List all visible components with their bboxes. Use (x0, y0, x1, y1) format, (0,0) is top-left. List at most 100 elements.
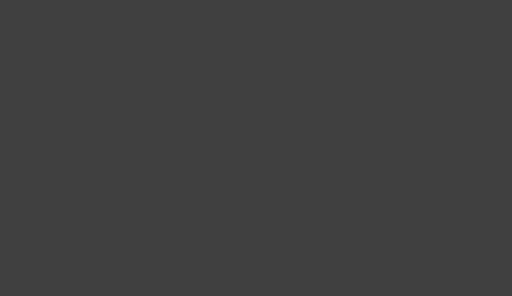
Bar (63, 3, 198, 37)
Text: 5.3: 5.3 (423, 278, 442, 288)
Text: 10.0: 10.0 (419, 239, 446, 249)
Bar (198, 118, 359, 137)
Text: 9.4: 9.4 (87, 161, 106, 171)
Bar (63, 157, 131, 176)
Text: 12.5: 12.5 (83, 123, 111, 132)
Bar (359, 98, 507, 118)
Text: 12.1: 12.1 (83, 259, 111, 269)
Bar (359, 176, 507, 196)
Text: 15.4: 15.4 (151, 161, 178, 171)
Bar (5, 234, 63, 254)
Text: 16.6: 16.6 (419, 200, 447, 210)
Text: Jun: Jun (25, 161, 42, 171)
Text: 8.4: 8.4 (87, 200, 106, 210)
Text: Mean Temperature: Mean Temperature (16, 15, 131, 25)
Text: 14.6: 14.6 (151, 181, 178, 191)
Bar (198, 234, 359, 254)
Text: Mean Number of: Mean Number of (387, 10, 478, 20)
Text: 14.9: 14.9 (265, 64, 292, 74)
Bar (63, 234, 131, 254)
Bar (5, 137, 63, 157)
Text: 3.6: 3.6 (423, 64, 443, 74)
Text: Aug: Aug (23, 200, 45, 210)
Text: 5.0: 5.0 (423, 103, 442, 113)
Bar (5, 59, 63, 79)
Bar (63, 98, 131, 118)
Bar (131, 118, 198, 137)
Text: Nov: Nov (24, 259, 45, 269)
Bar (63, 79, 131, 98)
Bar (359, 79, 507, 98)
Bar (63, 137, 131, 157)
Bar (359, 118, 507, 137)
Bar (131, 37, 198, 59)
Bar (5, 3, 63, 37)
Text: 17.1: 17.1 (265, 83, 292, 94)
Bar (131, 157, 198, 176)
Text: 22.1: 22.1 (151, 103, 178, 113)
Bar (198, 98, 359, 118)
Bar (5, 254, 63, 274)
Text: 6.6: 6.6 (423, 259, 443, 269)
Bar (359, 3, 507, 37)
Text: Month: Month (15, 15, 53, 25)
Bar (359, 196, 507, 215)
Text: 9.2: 9.2 (87, 220, 106, 230)
Text: 8.7: 8.7 (423, 123, 443, 132)
Text: 37.1: 37.1 (265, 239, 292, 249)
Bar (63, 274, 131, 293)
Bar (131, 215, 198, 234)
Bar (5, 118, 63, 137)
Bar (5, 98, 63, 118)
Text: 47.3: 47.3 (265, 220, 292, 230)
Bar (5, 215, 63, 234)
Text: Sep: Sep (24, 220, 45, 230)
Bar (198, 215, 359, 234)
Bar (198, 59, 359, 79)
Bar (63, 196, 131, 215)
Bar (198, 3, 359, 37)
Text: 14.4: 14.4 (83, 103, 111, 113)
Bar (198, 274, 359, 293)
Text: o: o (131, 12, 136, 22)
Text: 22.3: 22.3 (151, 278, 178, 288)
Text: 15.1: 15.1 (151, 200, 178, 210)
Text: 64.9: 64.9 (265, 200, 292, 210)
Bar (63, 118, 131, 137)
Bar (131, 59, 198, 79)
Text: 8.4: 8.4 (87, 181, 106, 191)
Bar (359, 157, 507, 176)
Text: C: C (134, 15, 142, 25)
Text: 3.5: 3.5 (423, 83, 442, 94)
Text: Daily
Minimum: Daily Minimum (71, 37, 122, 59)
Bar (359, 59, 507, 79)
Text: 10.8: 10.8 (83, 142, 111, 152)
Bar (131, 234, 198, 254)
Text: 22.9: 22.9 (265, 259, 292, 269)
Text: 16.5: 16.5 (151, 220, 178, 230)
Bar (131, 79, 198, 98)
Text: Dec: Dec (24, 278, 44, 288)
Bar (131, 196, 198, 215)
Bar (198, 196, 359, 215)
Bar (63, 254, 131, 274)
Bar (359, 234, 507, 254)
Bar (198, 176, 359, 196)
Bar (63, 176, 131, 196)
Bar (359, 215, 507, 234)
Text: 18.5: 18.5 (265, 103, 292, 113)
Bar (5, 274, 63, 293)
Text: 20.5: 20.5 (151, 259, 178, 269)
Bar (359, 37, 507, 59)
Text: (mm): (mm) (264, 22, 293, 32)
Bar (131, 176, 198, 196)
Bar (198, 37, 359, 59)
Text: 19.7: 19.7 (151, 123, 178, 132)
Bar (131, 274, 198, 293)
Bar (198, 157, 359, 176)
Bar (359, 137, 507, 157)
Text: Rain Days: Rain Days (406, 22, 460, 31)
Text: 77.3: 77.3 (265, 181, 292, 191)
Text: 35.3: 35.3 (265, 123, 292, 132)
Bar (359, 274, 507, 293)
